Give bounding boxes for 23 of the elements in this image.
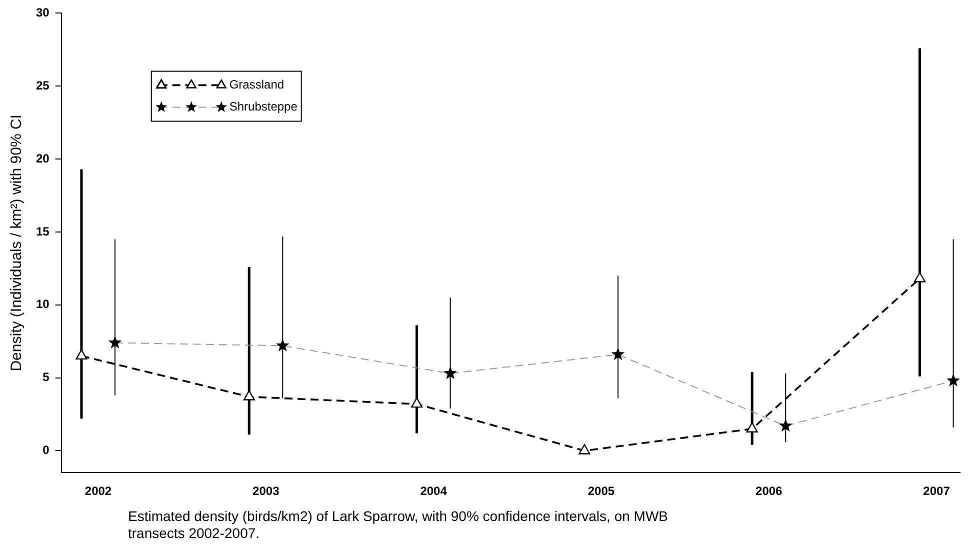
y-tick-label: 15 bbox=[36, 224, 50, 238]
point bbox=[746, 422, 758, 432]
text: Estimated density (birds/km2) of Lark Sparrow, with 90% confidence intervals, on MWB transects 2002-2007. bbox=[128, 508, 669, 542]
point bbox=[410, 397, 423, 408]
point bbox=[76, 349, 88, 360]
y-axis-title: Density (Individuals / km²) with 90% CI bbox=[8, 114, 26, 372]
y-tick-label: 20 bbox=[36, 151, 50, 166]
x-tick-label: 2005 bbox=[588, 484, 615, 498]
y-tick-label: 25 bbox=[36, 78, 50, 92]
x-tick-label: 2004 bbox=[420, 484, 448, 498]
y-tick-label: 0 bbox=[42, 443, 50, 458]
legend-label: Grassland bbox=[229, 78, 284, 92]
x-tick-label: 2006 bbox=[756, 484, 783, 498]
y-tick-label: 5 bbox=[42, 370, 50, 384]
point bbox=[914, 272, 926, 282]
legend-label: Shrubsteppe bbox=[229, 100, 298, 114]
y-tick-label: 30 bbox=[36, 6, 50, 20]
x-tick-label: 2003 bbox=[252, 484, 280, 498]
x-tick-label: 2002 bbox=[84, 484, 112, 498]
x-tick-label: 2007 bbox=[923, 484, 950, 498]
point bbox=[243, 390, 255, 400]
y-tick-label: 10 bbox=[36, 297, 50, 312]
point bbox=[578, 444, 590, 454]
